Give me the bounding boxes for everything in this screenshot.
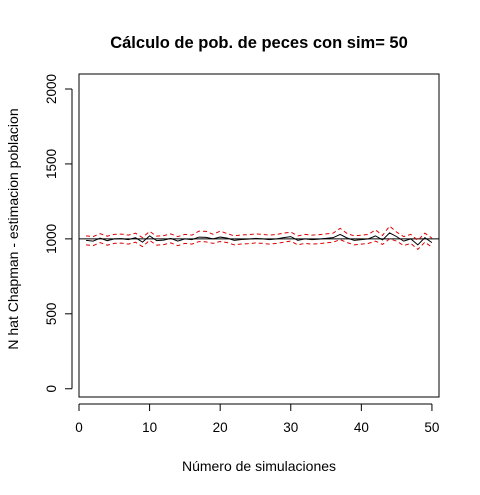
y-axis: 0 500 1000 1500 2000	[44, 74, 73, 393]
series-line-estimate	[86, 232, 433, 246]
x-axis-label: Número de simulaciones	[182, 458, 336, 474]
x-tick-label: 10	[142, 420, 157, 435]
chart-title: Cálculo de pob. de peces con sim= 50	[110, 34, 408, 52]
y-tick-label: 500	[44, 303, 59, 326]
plot-area	[79, 225, 439, 251]
x-tick-label: 0	[75, 420, 83, 435]
plot-frame	[78, 73, 440, 398]
x-tick-label: 40	[354, 420, 369, 435]
y-axis-label: N hat Chapman - estimacion poblacion	[5, 108, 21, 349]
series-line-upper-bound	[86, 225, 433, 242]
x-axis: 0 10 20 30 40 50	[75, 403, 439, 435]
x-tick-label: 30	[283, 420, 298, 435]
y-tick-label: 0	[44, 385, 59, 393]
series-line-lower-bound	[86, 238, 433, 251]
x-tick-label: 50	[424, 420, 439, 435]
x-tick-label: 20	[213, 420, 228, 435]
y-tick-label: 2000	[44, 74, 59, 104]
y-tick-label: 1000	[44, 224, 59, 254]
y-tick-label: 1500	[44, 149, 59, 179]
